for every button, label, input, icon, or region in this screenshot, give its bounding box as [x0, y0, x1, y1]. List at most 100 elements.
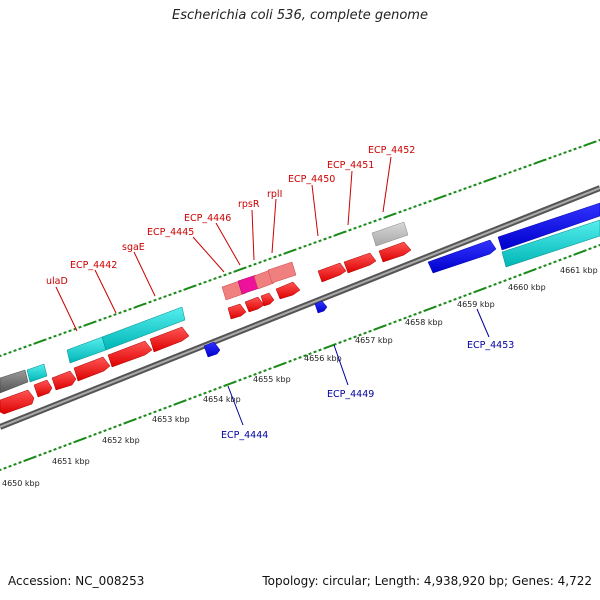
ruler-labels: 4650 kbp 4651 kbp 4652 kbp 4653 kbp 4654… — [2, 266, 598, 488]
gene-labels-top: ulaD ECP_4442 sgaE ECP_4445 ECP_4446 rps… — [46, 145, 415, 287]
minor-tick — [338, 341, 342, 344]
minor-tick — [158, 296, 162, 300]
minor-tick — [243, 376, 247, 380]
minor-tick — [363, 331, 367, 335]
minor-tick — [453, 297, 457, 301]
minor-tick — [208, 278, 212, 282]
minor-tick — [198, 393, 202, 397]
minor-tick — [273, 255, 277, 259]
gene-label-ECP_4450: ECP_4450 — [288, 174, 335, 185]
gene-label-rpsR: rpsR — [238, 199, 260, 210]
minor-tick — [428, 199, 432, 203]
minor-tick — [278, 253, 282, 257]
minor-tick — [438, 303, 442, 307]
gene-feature-forward — [253, 269, 275, 290]
minor-tick — [188, 397, 192, 401]
minor-tick — [568, 254, 572, 258]
gene-arrow-reverse — [314, 300, 328, 314]
minor-tick — [18, 347, 22, 351]
minor-tick — [568, 149, 572, 153]
minor-tick — [433, 305, 437, 309]
minor-tick — [328, 235, 332, 239]
major-tick — [575, 249, 585, 256]
major-tick — [175, 399, 185, 406]
minor-tick — [123, 309, 127, 313]
major-tick — [525, 268, 535, 274]
minor-tick — [203, 280, 207, 284]
minor-tick — [538, 266, 542, 269]
gene-label-ECP_4451: ECP_4451 — [327, 160, 374, 171]
gene-labels-bottom: ECP_4444 ECP_4449 ECP_4453 — [221, 340, 514, 441]
ruler-label-4658: 4658 kbp — [405, 318, 443, 327]
minor-tick — [128, 307, 132, 311]
minor-tick — [413, 205, 417, 209]
minor-tick — [533, 267, 537, 271]
minor-tick — [168, 293, 172, 297]
gene-label-ECP_4445: ECP_4445 — [147, 227, 194, 238]
minor-tick — [383, 324, 387, 328]
minor-tick — [308, 242, 312, 246]
ruler-label-4653: 4653 kbp — [152, 415, 190, 424]
minor-tick — [98, 431, 102, 434]
major-tick — [235, 267, 245, 273]
feature-row-outer — [0, 202, 600, 394]
minor-tick — [593, 245, 597, 249]
minor-tick — [458, 188, 462, 192]
gene-label-ECP_4449: ECP_4449 — [327, 389, 374, 400]
minor-tick — [448, 299, 452, 303]
minor-tick — [423, 201, 427, 205]
gene-arrow-reverse — [427, 239, 497, 274]
minor-tick — [343, 230, 347, 234]
major-tick — [325, 343, 335, 349]
gene-label-ECP_4442: ECP_4442 — [70, 260, 117, 271]
minor-tick — [523, 165, 527, 169]
minor-tick — [108, 314, 112, 318]
minor-tick — [198, 282, 202, 286]
major-tick — [375, 324, 385, 331]
minor-tick — [543, 264, 547, 268]
major-tick — [35, 339, 45, 345]
ruler-label-4657: 4657 kbp — [355, 336, 393, 345]
minor-tick — [508, 170, 512, 174]
minor-tick — [413, 312, 417, 316]
minor-tick — [253, 262, 257, 266]
minor-tick — [353, 226, 357, 230]
minor-tick — [98, 318, 102, 322]
gene-feature-other — [371, 221, 409, 247]
major-tick — [185, 285, 195, 291]
upper-tick-track — [0, 138, 600, 358]
gene-arrow-forward — [33, 379, 53, 398]
minor-tick — [38, 453, 42, 457]
minor-tick — [13, 349, 17, 353]
minor-tick — [333, 342, 337, 346]
major-tick — [585, 141, 595, 147]
gene-arrow-forward — [378, 241, 412, 263]
minor-tick — [453, 190, 457, 194]
minor-tick — [178, 289, 182, 293]
minor-tick — [253, 372, 257, 376]
minor-tick — [393, 320, 397, 324]
gene-feature-pseudo — [0, 369, 29, 394]
minor-tick — [553, 154, 557, 158]
minor-tick — [448, 192, 452, 196]
gene-arrow-forward — [275, 281, 301, 300]
minor-tick — [393, 212, 397, 216]
minor-tick — [103, 316, 107, 320]
minor-tick — [108, 427, 112, 431]
minor-tick — [478, 181, 482, 185]
major-tick — [125, 418, 135, 424]
major-tick — [285, 249, 295, 255]
minor-tick — [213, 277, 217, 281]
minor-tick — [8, 350, 12, 354]
minor-tick — [173, 291, 177, 295]
label-leaders — [55, 156, 490, 426]
minor-tick — [113, 313, 117, 317]
minor-tick — [33, 455, 37, 459]
minor-tick — [53, 334, 57, 338]
minor-tick — [133, 417, 137, 421]
minor-tick — [28, 343, 32, 347]
minor-tick — [43, 338, 47, 342]
minor-tick — [238, 378, 242, 382]
minor-tick — [468, 185, 472, 189]
lower-tick-track — [0, 243, 600, 472]
